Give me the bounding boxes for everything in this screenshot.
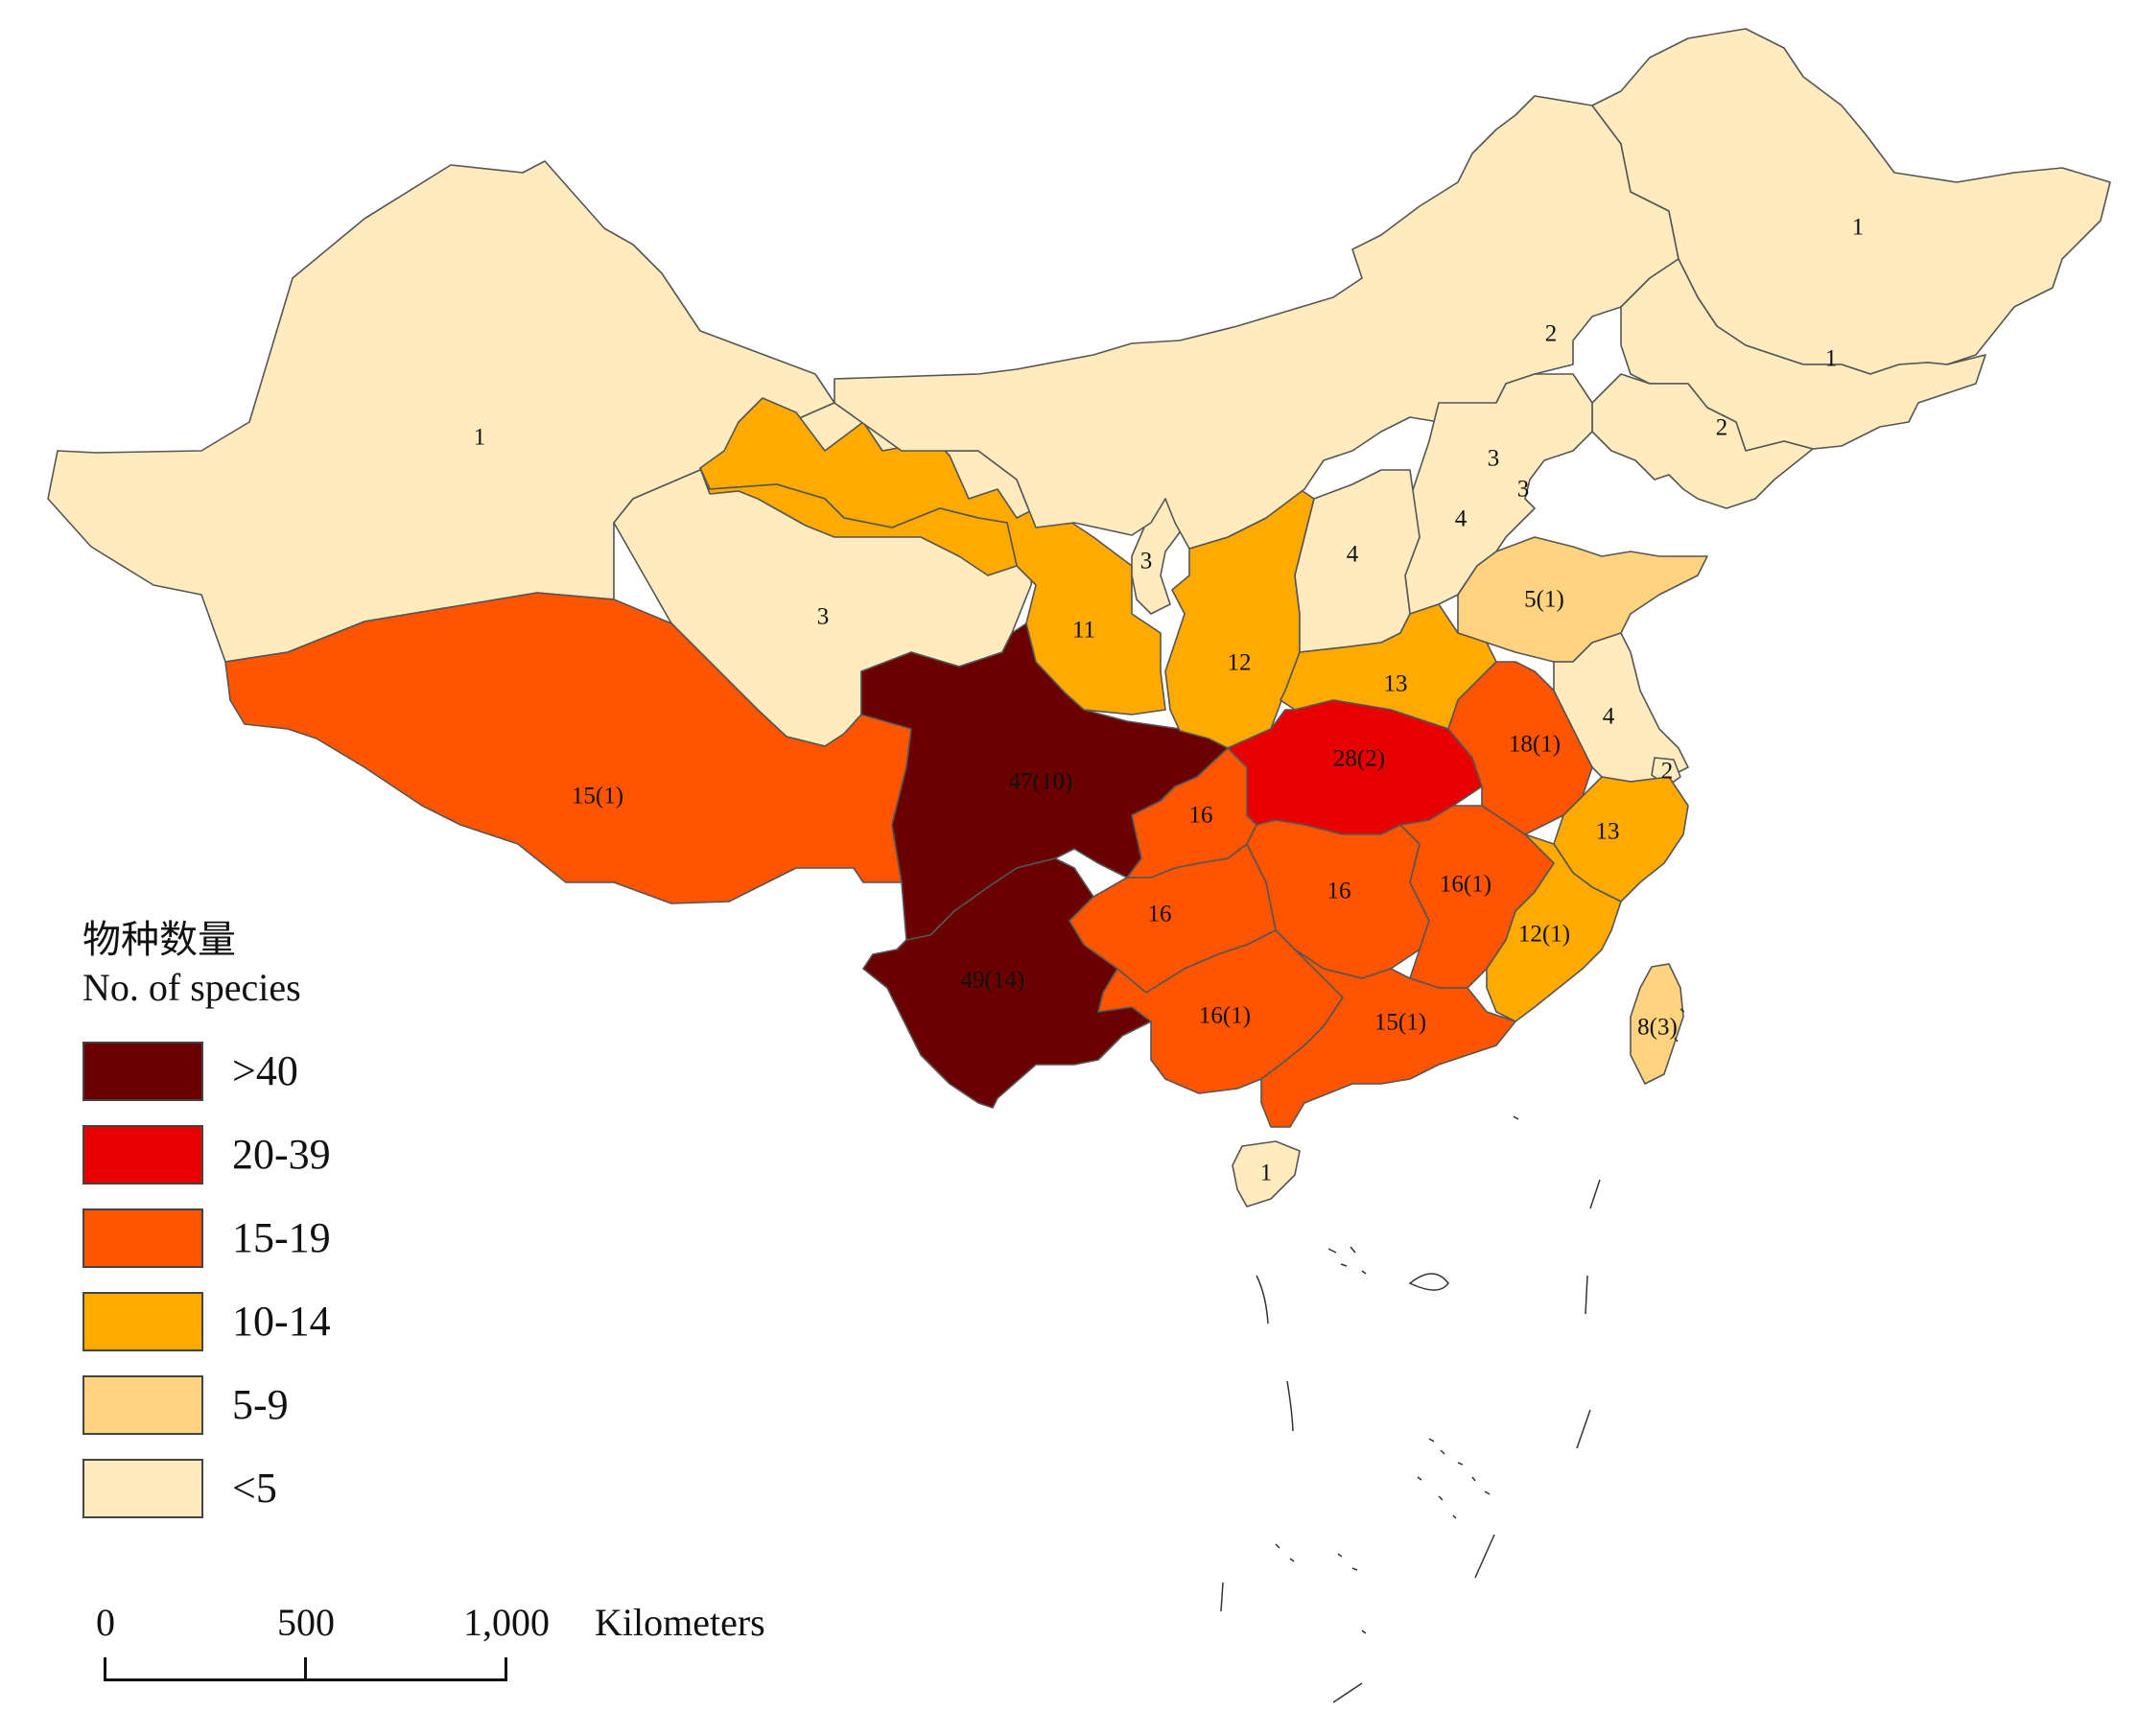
province-hainan	[1232, 1140, 1301, 1208]
province-label-yunnan: 49(14)	[961, 968, 1025, 994]
province-label-shanghai: 2	[1661, 759, 1674, 785]
province-guangdong	[1260, 949, 1516, 1128]
legend-label: 20-39	[232, 1131, 331, 1178]
legend-label: <5	[232, 1465, 277, 1512]
legend-swatch	[82, 1124, 203, 1185]
island-boundary-line	[1474, 1534, 1495, 1579]
province-label-heilongjiang: 1	[1852, 215, 1865, 241]
legend-label: >40	[232, 1047, 298, 1094]
legend: 物种数量 No. of species >40 20-39 15-19 10-14 5-…	[82, 916, 331, 1530]
province-label-ningxia: 3	[1140, 549, 1153, 575]
legend-item: <5	[82, 1446, 331, 1530]
province-liaoning	[1591, 373, 1814, 509]
scale-label-0: 0	[96, 1601, 115, 1644]
legend-label: 5-9	[232, 1381, 289, 1428]
south-china-sea-islands	[1220, 1008, 1685, 1703]
province-label-jiangxi: 16(1)	[1440, 872, 1491, 898]
province-label-taiwan: 8(3)	[1637, 1015, 1678, 1041]
island-boundary-line	[1220, 1582, 1224, 1612]
island-dots	[1327, 1246, 1367, 1275]
legend-item: 5-9	[82, 1363, 331, 1446]
province-label-hubei: 28(2)	[1333, 746, 1385, 772]
legend-label: 10-14	[232, 1298, 331, 1345]
province-label-anhui: 18(1)	[1509, 732, 1561, 758]
legend-items: >40 20-39 15-19 10-14 5-9 <5	[82, 1029, 331, 1530]
province-labels-layer: 1315(1)47(10)49(14)11312211233445(1)1328…	[474, 215, 1865, 1186]
legend-item: >40	[82, 1029, 331, 1113]
province-label-shanxi: 4	[1347, 542, 1359, 568]
province-label-chongqing: 16	[1189, 803, 1213, 829]
legend-swatch	[82, 1041, 203, 1101]
island-boundary-line	[1576, 1409, 1591, 1449]
province-label-henan: 13	[1384, 671, 1408, 697]
province-label-shandong: 5(1)	[1524, 587, 1564, 613]
island-dots	[1361, 1008, 1685, 1634]
legend-item: 10-14	[82, 1279, 331, 1363]
scale-tick	[505, 1657, 507, 1681]
province-label-guangdong: 15(1)	[1374, 1010, 1426, 1036]
legend-swatch	[82, 1291, 203, 1351]
island-boundary-line	[1256, 1275, 1269, 1325]
province-label-hunan: 16	[1327, 879, 1351, 904]
island-dots	[1275, 1543, 1358, 1571]
island-outline	[1408, 1273, 1449, 1291]
legend-item: 20-39	[82, 1113, 331, 1196]
scale-bar: 0 500 1,000 Kilometers	[86, 1600, 854, 1715]
legend-swatch	[82, 1458, 203, 1518]
province-label-shaanxi: 12	[1228, 650, 1252, 676]
scale-label-500: 500	[277, 1601, 335, 1644]
island-boundary-line	[1589, 1179, 1601, 1209]
island-boundary-line	[1585, 1275, 1588, 1315]
scale-tick	[104, 1657, 106, 1681]
province-label-xizang: 15(1)	[572, 784, 623, 809]
island-boundary-line	[1332, 1682, 1363, 1703]
legend-swatch	[82, 1208, 203, 1268]
legend-swatch	[82, 1374, 203, 1435]
province-label-tianjin: 3	[1517, 477, 1530, 503]
island-dots	[1417, 1438, 1491, 1519]
province-shandong	[1457, 536, 1708, 663]
island-boundary-line	[1286, 1380, 1294, 1432]
province-label-hebei: 4	[1455, 506, 1468, 532]
province-label-guizhou: 16	[1148, 902, 1172, 927]
province-label-beijing: 3	[1488, 446, 1500, 472]
scale-tick	[304, 1657, 307, 1681]
province-fujian	[1486, 833, 1622, 1022]
province-jilin	[1620, 258, 1986, 452]
province-label-neimenggu: 2	[1545, 321, 1558, 347]
scale-unit-label: Kilometers	[595, 1601, 765, 1644]
legend-item: 15-19	[82, 1196, 331, 1279]
legend-label: 15-19	[232, 1214, 331, 1261]
scale-label-1000: 1,000	[463, 1601, 550, 1644]
province-label-xinjiang: 1	[474, 425, 486, 451]
provinces-layer	[47, 28, 2111, 1208]
province-label-qinghai: 3	[817, 604, 830, 630]
province-jiangsu	[1553, 632, 1689, 783]
province-label-guangxi: 16(1)	[1199, 1003, 1251, 1029]
province-label-jiangsu: 4	[1603, 704, 1615, 730]
province-label-jilin: 1	[1825, 346, 1838, 372]
province-gansu-west	[699, 467, 1018, 576]
province-neimenggu	[834, 95, 1679, 550]
province-label-hainan: 1	[1260, 1161, 1273, 1186]
province-label-fujian: 12(1)	[1518, 922, 1570, 948]
province-label-liaoning: 2	[1716, 415, 1728, 441]
province-label-zhejiang: 13	[1596, 819, 1620, 845]
province-taiwan	[1630, 963, 1684, 1085]
legend-title-chinese: 物种数量	[82, 918, 236, 961]
province-label-sichuan: 47(10)	[1009, 769, 1073, 795]
province-label-gansu: 11	[1072, 618, 1095, 644]
legend-title-english: No. of species	[82, 966, 301, 1009]
province-yunnan	[862, 857, 1152, 1109]
